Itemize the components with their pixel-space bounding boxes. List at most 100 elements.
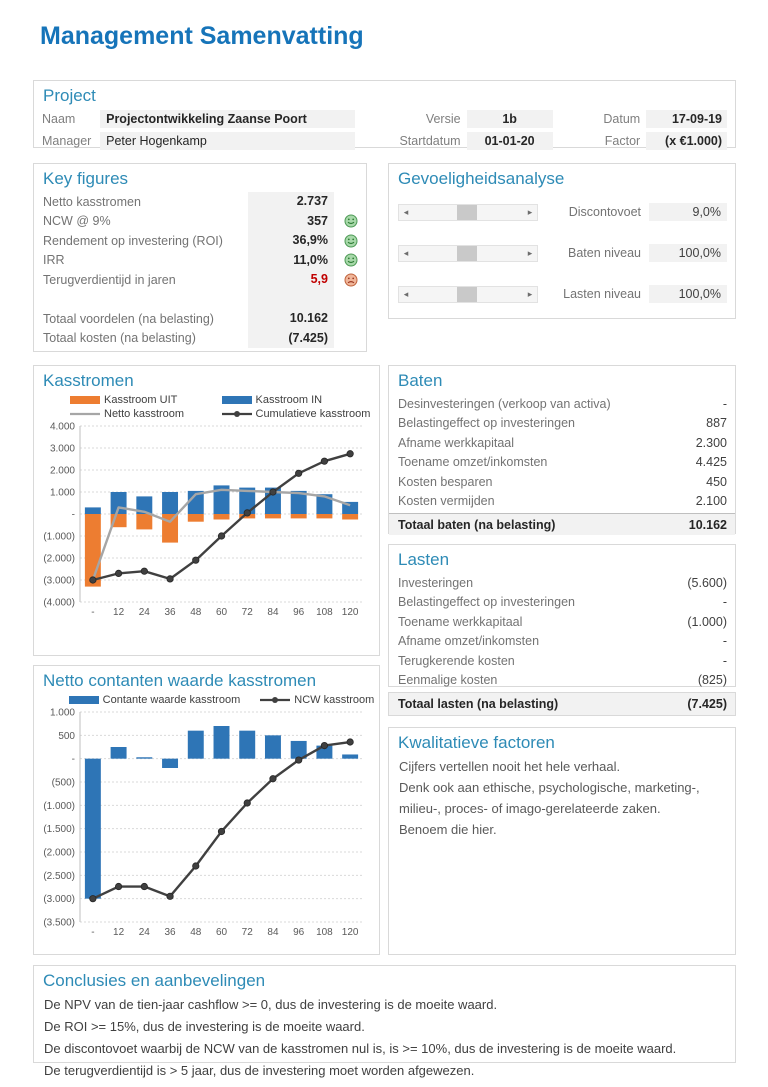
sensitivity-label: Baten niveau [568,246,641,260]
sensitivity-label: Lasten niveau [563,287,641,301]
key-figure-row: Terugverdientijd in jaren 5,9 [43,270,358,290]
svg-text:(2.500): (2.500) [43,871,75,882]
scroll-left-arrow-icon[interactable]: ◂ [403,288,409,299]
baten-table: Desinvesteringen (verkoop van activa) - Be… [389,394,735,535]
svg-text:12: 12 [113,927,125,938]
row-label: Eenmalige kosten [398,673,498,688]
row-label: Toename werkkapitaal [398,614,523,629]
svg-text:(1.500): (1.500) [43,824,75,835]
total-label: Totaal baten (na belasting) [398,517,556,532]
legend-item: Kasstroom UIT [70,394,222,406]
svg-text:1.000: 1.000 [50,488,75,499]
row-value: - [722,653,727,668]
project-heading: Project [43,86,96,105]
legend-line-swatch [221,411,252,417]
factor-value: (x €1.000) [646,132,728,150]
legend-label: Contante waarde kasstroom [102,694,241,706]
svg-text:24: 24 [139,607,151,618]
scroll-thumb[interactable] [456,245,477,261]
row-label: Kosten vermijden [398,494,495,509]
key-figure-label: Terugverdientijd in jaren [43,272,176,287]
qualitative-line: Denk ook aan ethische, psychologische, m… [399,780,700,795]
row-label: Toename omzet/inkomsten [398,455,548,470]
startdatum-value: 01-01-20 [466,132,553,150]
legend-bar-swatch [221,396,252,404]
conclusions-heading: Conclusies en aanbevelingen [43,971,266,990]
svg-text:96: 96 [293,927,305,938]
key-figure-value: 11,0% [248,250,334,270]
scroll-right-arrow-icon[interactable]: ▸ [527,206,533,217]
table-row: Kosten besparen 450 [398,472,727,492]
qualitative-line: Benoem die hier. [399,822,497,837]
qualitative-section: Kwalitatieve factoren Cijfers vertellen … [388,727,736,955]
legend-bar-swatch [70,396,100,404]
table-row: Afname werkkapitaal 2.300 [398,433,727,453]
svg-text:60: 60 [216,607,228,618]
row-label: Kosten besparen [398,474,493,489]
key-figure-row: Rendement op investering (ROI) 36,9% [43,231,358,251]
smiley-negative-icon [344,273,358,287]
ncw-chart-title: Netto contanten waarde kasstromen [43,671,317,690]
scroll-left-arrow-icon[interactable]: ◂ [403,206,409,217]
table-row: Belastingeffect op investeringen - [398,593,727,613]
project-section: Project Naam Projectontwikkeling Zaanse … [33,80,736,151]
conclusion-line: De ROI >= 15%, dus de investering is de … [44,1019,365,1034]
key-figure-row [43,289,358,309]
smiley-positive-icon [344,214,358,228]
scroll-left-arrow-icon[interactable]: ◂ [403,247,409,258]
key-figure-label: Netto kasstromen [43,194,141,209]
conclusion-line: De NPV van de tien-jaar cashflow >= 0, d… [44,997,498,1012]
key-figures-table: Netto kasstromen 2.737 NCW @ 9% 357 Rendemen… [34,192,366,348]
slider-discontovoet[interactable]: ◂ ▸ [398,203,538,221]
scroll-thumb[interactable] [456,286,477,302]
chart-plot-area: 4.000 3.000 2.000 1.000 - (1.000) (2.000) (3.00… [43,422,363,618]
total-value: 10.162 [688,517,727,532]
slider-lasten-niveau[interactable]: ◂ ▸ [398,285,538,303]
svg-text:48: 48 [190,927,202,938]
legend-line-swatch [70,412,100,416]
conclusions-list: De NPV van de tien-jaar cashflow >= 0, d… [34,994,735,1082]
svg-text:-: - [72,754,75,765]
sensitivity-row: ◂ ▸ Baten niveau 100,0% [398,244,727,262]
legend-item: Netto kasstroom [70,408,222,420]
scroll-right-arrow-icon[interactable]: ▸ [527,247,533,258]
row-label: Afname werkkapitaal [398,435,515,450]
svg-text:-: - [72,510,75,521]
row-value: 450 [706,474,727,489]
table-row: Investeringen (5.600) [398,573,727,593]
key-figure-row: IRR 11,0% [43,250,358,270]
versie-label: Versie [425,112,461,126]
key-figure-value: 5,9 [248,270,334,290]
row-label: Belastingeffect op investeringen [398,416,575,431]
smiley-positive-icon [344,253,358,267]
svg-text:84: 84 [267,607,279,618]
svg-text:3.000: 3.000 [50,444,75,455]
project-name-value: Projectontwikkeling Zaanse Poort [100,110,356,128]
ncw-chart: 1.000 500 - (500) (1.000) (1.500) (2.000) (2.50… [34,706,379,945]
svg-text:2.000: 2.000 [50,466,75,477]
slider-baten-niveau[interactable]: ◂ ▸ [398,244,538,262]
svg-text:36: 36 [164,927,176,938]
svg-text:(3.000): (3.000) [43,894,75,905]
scroll-right-arrow-icon[interactable]: ▸ [527,288,533,299]
qualitative-line: milieu-, proces- of imago-gerelateerde z… [399,801,661,816]
chart-plot-area: 1.000 500 - (500) (1.000) (1.500) (2.000) (2.50… [43,708,363,938]
versie-value: 1b [466,110,553,128]
table-row: Terugkerende kosten - [398,651,727,671]
row-value: - [722,634,727,649]
key-figure-row: NCW @ 9% 357 [43,211,358,231]
svg-text:(500): (500) [52,778,75,789]
row-value: - [722,396,727,411]
key-figure-value: 10.162 [248,309,334,329]
legend-label: Kasstroom UIT [104,394,178,406]
row-value: (1.000) [687,614,727,629]
legend-label: Cumulatieve kasstroom [255,408,371,420]
svg-text:84: 84 [267,927,279,938]
svg-text:(1.000): (1.000) [43,801,75,812]
svg-text:(4.000): (4.000) [43,598,75,609]
svg-text:(3.000): (3.000) [43,576,75,587]
project-row-manager: Manager Peter Hogenkamp Startdatum 01-01… [42,131,728,151]
scroll-thumb[interactable] [456,204,477,220]
key-figure-row: Totaal voordelen (na belasting) 10.162 [43,309,358,329]
